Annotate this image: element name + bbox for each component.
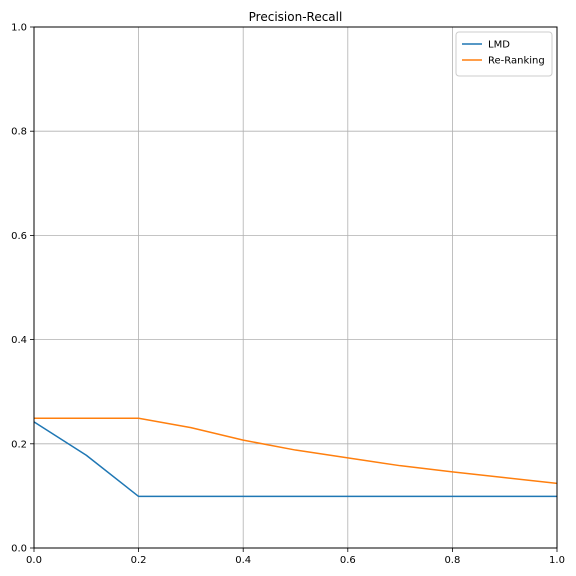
legend-box <box>455 31 553 77</box>
series-lines <box>33 417 558 498</box>
axis-ticks: 0.0 0.2 0.4 0.6 0.8 1.0 0.0 0.2 0.4 0.6 0.8 1.0 <box>11 23 565 567</box>
y-tick-label: 0.6 <box>11 231 27 242</box>
series-line-lmd <box>33 421 557 498</box>
x-tick-label: 0.4 <box>235 555 251 566</box>
y-tick-label: 0.0 <box>11 544 27 555</box>
y-tick-label: 0.4 <box>11 335 27 346</box>
legend-label: Re-Ranking <box>488 56 545 67</box>
legend-label: LMD <box>488 40 510 51</box>
x-tick-label: 0.0 <box>26 555 42 566</box>
chart-title: Precision-Recall <box>249 10 343 24</box>
series-line-re-ranking <box>34 417 558 485</box>
legend: LMD Re-Ranking <box>455 31 553 77</box>
x-tick-label: 0.2 <box>131 555 147 566</box>
y-tick-label: 0.2 <box>11 439 27 450</box>
x-tick-label: 0.8 <box>444 555 460 566</box>
y-tick-label: 0.8 <box>11 127 27 138</box>
y-tick-label: 1.0 <box>11 23 27 34</box>
plot-frame <box>33 26 558 549</box>
x-tick-label: 0.6 <box>340 555 356 566</box>
x-tick-label: 1.0 <box>549 555 565 566</box>
